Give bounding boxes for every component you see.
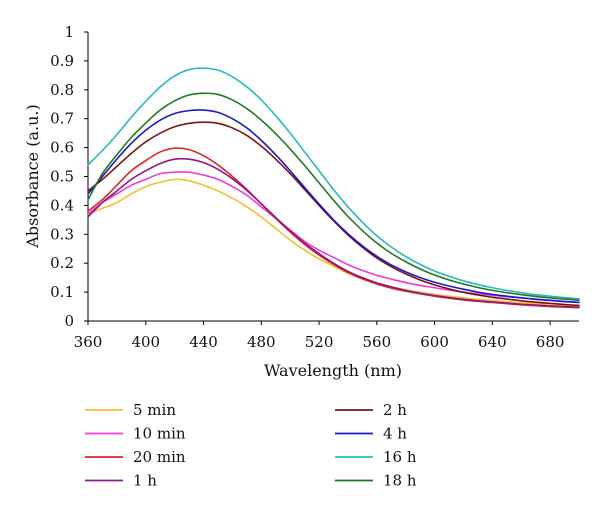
legend-item: 20 min xyxy=(85,448,186,466)
x-tick-label: 520 xyxy=(305,333,334,351)
x-tick-label: 640 xyxy=(478,333,507,351)
legend-label: 16 h xyxy=(383,448,417,466)
x-tick-label: 560 xyxy=(363,333,392,351)
y-tick-label: 0.1 xyxy=(50,283,74,301)
y-axis-title: Absorbance (a.u.) xyxy=(23,104,42,248)
series-layer xyxy=(87,67,580,309)
series-line-1-h xyxy=(87,157,580,308)
series-line-2-h xyxy=(87,121,580,307)
legend-item: 16 h xyxy=(335,448,417,466)
y-tick-label: 0 xyxy=(64,312,74,330)
axes: 0 0.1 0.2 0.3 0.4 0.5 0.6 0.7 0.8 0.9 1 360 400 440 48… xyxy=(50,23,579,351)
series-line-4-h xyxy=(87,109,580,304)
y-tick-label: 0.8 xyxy=(50,81,74,99)
x-tick-label: 680 xyxy=(536,333,565,351)
legend-item: 10 min xyxy=(85,425,186,443)
x-tick-label: 440 xyxy=(189,333,218,351)
legend-label: 1 h xyxy=(133,472,157,490)
series-line-20-min xyxy=(87,147,580,309)
legend-item: 1 h xyxy=(85,472,157,490)
legend-item: 5 min xyxy=(85,401,176,419)
x-tick-label: 600 xyxy=(420,333,449,351)
y-tick-label: 0.2 xyxy=(50,254,74,272)
x-axis-title: Wavelength (nm) xyxy=(264,361,402,380)
x-tick-label: 480 xyxy=(247,333,276,351)
y-tick-label: 0.7 xyxy=(50,110,74,128)
legend: 5 min 10 min 20 min 1 h 2 h 4 h 16 h 18 h xyxy=(85,401,417,490)
series-line-16-h xyxy=(87,67,580,300)
y-tick-label: 0.5 xyxy=(50,168,74,186)
legend-label: 4 h xyxy=(383,425,407,443)
legend-label: 10 min xyxy=(133,425,186,443)
legend-item: 4 h xyxy=(335,425,407,443)
legend-label: 2 h xyxy=(383,401,407,419)
legend-item: 2 h xyxy=(335,401,407,419)
legend-label: 5 min xyxy=(133,401,176,419)
x-tick-label: 400 xyxy=(131,333,160,351)
y-tick-label: 0.9 xyxy=(50,52,74,70)
series-line-18-h xyxy=(87,92,580,301)
legend-item: 18 h xyxy=(335,472,417,490)
series-line-10-min xyxy=(87,171,580,304)
x-tick-label: 360 xyxy=(74,333,103,351)
legend-label: 18 h xyxy=(383,472,417,490)
y-tick-label: 0.4 xyxy=(50,196,74,214)
y-tick-label: 1 xyxy=(64,23,74,41)
series-line-5-min xyxy=(87,178,580,307)
legend-label: 20 min xyxy=(133,448,186,466)
y-tick-label: 0.3 xyxy=(50,225,74,243)
y-tick-label: 0.6 xyxy=(50,139,74,157)
